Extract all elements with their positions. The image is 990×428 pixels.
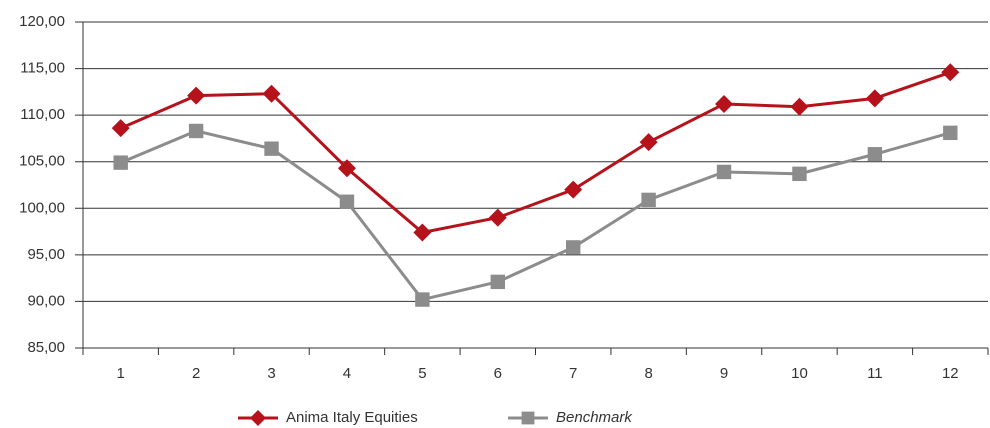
marker <box>865 89 884 108</box>
x-tick-label: 1 <box>117 365 125 382</box>
x-tick-label: 7 <box>569 365 577 382</box>
y-tick-label: 100,00 <box>19 199 65 216</box>
y-tick-label: 120,00 <box>19 13 65 30</box>
y-tick-label: 105,00 <box>19 153 65 170</box>
marker <box>488 208 507 227</box>
marker <box>790 97 809 116</box>
marker <box>639 133 658 152</box>
marker <box>490 274 505 290</box>
marker <box>188 123 204 139</box>
x-tick-label: 12 <box>942 365 959 382</box>
x-tick-label: 8 <box>644 365 652 382</box>
x-tick-label: 10 <box>791 365 808 382</box>
marker <box>413 223 432 242</box>
marker <box>943 125 958 141</box>
legend-label: Benchmark <box>556 409 633 426</box>
x-tick-label: 2 <box>192 365 200 382</box>
marker <box>867 147 883 162</box>
y-tick-label: 95,00 <box>27 246 65 263</box>
marker <box>337 159 356 178</box>
legend-label: Anima Italy Equities <box>286 409 418 426</box>
x-tick-label: 4 <box>343 365 351 382</box>
marker <box>715 94 734 113</box>
marker <box>564 180 583 199</box>
marker <box>187 86 206 105</box>
y-tick-label: 115,00 <box>20 60 65 77</box>
marker <box>111 119 130 138</box>
marker <box>792 166 807 182</box>
y-tick-label: 85,00 <box>27 339 65 356</box>
series-line <box>120 129 951 302</box>
x-tick-label: 3 <box>267 365 275 382</box>
y-tick-label: 110,00 <box>20 106 65 123</box>
series-line <box>120 70 951 235</box>
marker <box>521 411 535 425</box>
marker <box>566 240 581 255</box>
marker <box>264 141 279 156</box>
marker <box>339 194 355 209</box>
marker <box>641 192 656 208</box>
x-tick-label: 6 <box>494 365 502 382</box>
marker <box>250 410 266 426</box>
marker <box>113 155 128 170</box>
x-tick-label: 9 <box>720 365 728 382</box>
marker <box>262 84 281 103</box>
marker <box>716 164 732 180</box>
x-tick-label: 11 <box>867 365 883 382</box>
y-tick-label: 90,00 <box>27 292 65 309</box>
marker <box>415 292 430 307</box>
marker <box>941 63 960 82</box>
x-tick-label: 5 <box>418 365 426 382</box>
